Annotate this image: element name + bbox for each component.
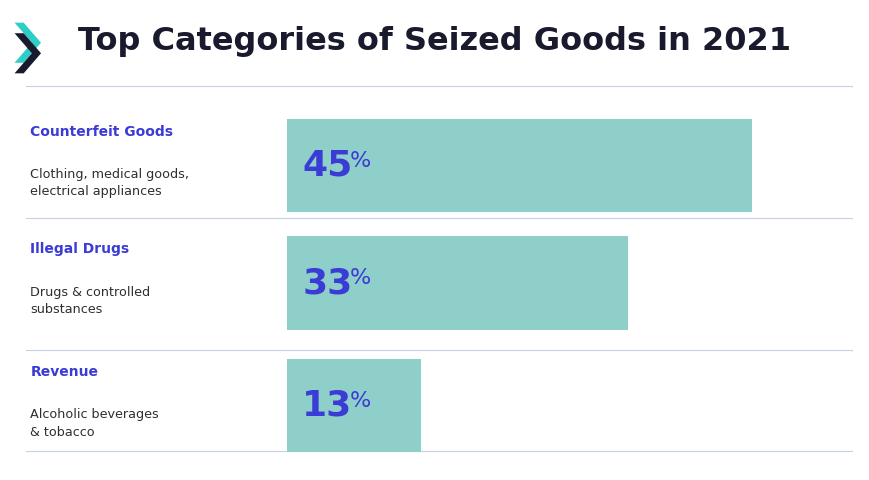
Text: 45: 45 [302, 149, 353, 182]
Polygon shape [15, 23, 41, 63]
Text: Illegal Drugs: Illegal Drugs [30, 242, 129, 256]
Text: 33: 33 [302, 266, 353, 300]
Text: Drugs & controlled
substances: Drugs & controlled substances [30, 286, 150, 316]
Polygon shape [15, 33, 41, 73]
Text: %: % [350, 391, 371, 411]
Text: Top Categories of Seized Goods in 2021: Top Categories of Seized Goods in 2021 [78, 26, 792, 58]
Text: Counterfeit Goods: Counterfeit Goods [30, 125, 174, 139]
Text: %: % [350, 268, 371, 288]
Text: Clothing, medical goods,
electrical appliances: Clothing, medical goods, electrical appl… [30, 168, 189, 199]
Text: %: % [350, 151, 371, 171]
Text: 13: 13 [302, 389, 353, 422]
Text: Revenue: Revenue [30, 365, 98, 379]
Text: Alcoholic beverages
& tobacco: Alcoholic beverages & tobacco [30, 408, 159, 439]
